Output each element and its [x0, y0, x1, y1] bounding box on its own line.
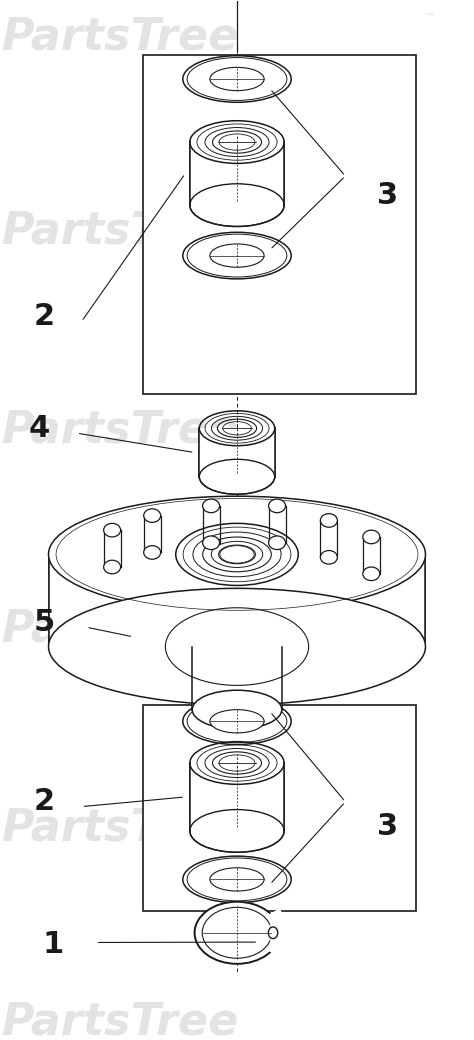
Text: PartsTree: PartsTree: [1, 807, 238, 850]
Text: 2: 2: [33, 303, 55, 331]
Polygon shape: [202, 505, 219, 543]
Ellipse shape: [320, 514, 337, 527]
Polygon shape: [144, 516, 161, 552]
Ellipse shape: [363, 530, 380, 544]
Ellipse shape: [210, 244, 264, 267]
Polygon shape: [363, 537, 380, 574]
Text: ™: ™: [426, 11, 435, 21]
Ellipse shape: [202, 499, 219, 513]
Ellipse shape: [183, 232, 291, 279]
Ellipse shape: [210, 867, 264, 891]
Polygon shape: [190, 763, 284, 831]
Polygon shape: [320, 520, 337, 557]
Ellipse shape: [320, 550, 337, 564]
Ellipse shape: [195, 902, 279, 964]
Text: 5: 5: [33, 607, 55, 636]
Polygon shape: [104, 530, 120, 567]
Text: PartsTree: PartsTree: [1, 16, 238, 59]
Text: 3: 3: [377, 811, 398, 840]
Ellipse shape: [144, 509, 161, 522]
Ellipse shape: [104, 561, 120, 574]
Ellipse shape: [48, 589, 426, 705]
Ellipse shape: [104, 523, 120, 537]
Text: 1: 1: [43, 930, 64, 959]
Text: PartsTree: PartsTree: [1, 210, 238, 253]
Ellipse shape: [183, 698, 291, 745]
Ellipse shape: [190, 809, 284, 852]
Text: 4: 4: [28, 414, 50, 443]
Ellipse shape: [192, 691, 282, 729]
Ellipse shape: [187, 858, 287, 901]
Ellipse shape: [269, 536, 285, 549]
Polygon shape: [199, 428, 275, 476]
Ellipse shape: [187, 57, 287, 101]
Ellipse shape: [48, 496, 426, 613]
Ellipse shape: [199, 460, 275, 494]
Ellipse shape: [202, 907, 272, 958]
Ellipse shape: [220, 546, 254, 563]
Ellipse shape: [268, 927, 278, 939]
Ellipse shape: [187, 700, 287, 743]
Polygon shape: [269, 505, 285, 543]
Text: PartsTree: PartsTree: [1, 409, 238, 451]
Ellipse shape: [190, 184, 284, 227]
Text: 3: 3: [377, 181, 398, 210]
Ellipse shape: [269, 499, 285, 513]
Bar: [143, 705, 416, 911]
Ellipse shape: [183, 856, 291, 903]
Polygon shape: [190, 142, 284, 205]
Text: PartsTree: PartsTree: [1, 1000, 238, 1040]
Ellipse shape: [210, 709, 264, 733]
Polygon shape: [192, 647, 282, 709]
Ellipse shape: [187, 234, 287, 277]
Ellipse shape: [202, 536, 219, 549]
Wedge shape: [270, 909, 282, 957]
Ellipse shape: [363, 567, 380, 580]
Text: 2: 2: [33, 787, 55, 816]
Text: PartsTree: PartsTree: [1, 607, 238, 651]
Ellipse shape: [144, 546, 161, 560]
Bar: [143, 55, 416, 394]
Polygon shape: [48, 554, 426, 647]
Ellipse shape: [183, 56, 291, 102]
Ellipse shape: [210, 68, 264, 90]
